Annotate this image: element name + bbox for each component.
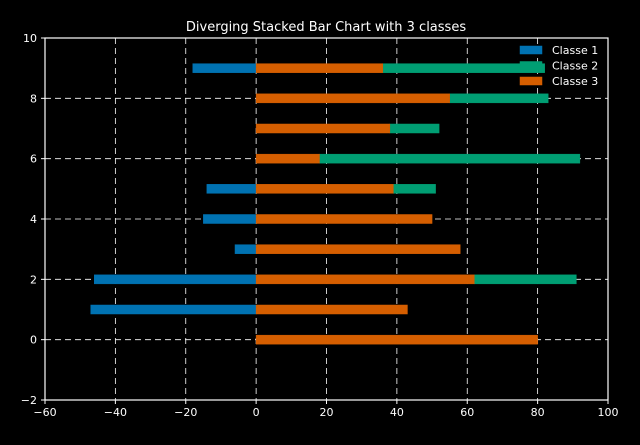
legend-label: Classe 2 bbox=[552, 60, 598, 73]
bar bbox=[255, 304, 408, 315]
bar bbox=[255, 244, 461, 254]
bars bbox=[90, 63, 581, 345]
y-tick-label: −2 bbox=[21, 394, 37, 407]
bar bbox=[389, 123, 440, 134]
legend-label: Classe 1 bbox=[552, 44, 598, 57]
bar bbox=[192, 63, 257, 73]
x-tick-label: 40 bbox=[390, 406, 404, 419]
y-tick-label: 6 bbox=[30, 153, 37, 166]
chart-title: Diverging Stacked Bar Chart with 3 class… bbox=[186, 20, 466, 35]
x-tick-label: 80 bbox=[531, 406, 545, 419]
x-tick-label: 60 bbox=[460, 406, 474, 419]
x-tick-label: 100 bbox=[598, 406, 619, 419]
y-tick-label: 2 bbox=[30, 273, 37, 286]
bar bbox=[206, 184, 257, 194]
bar bbox=[255, 93, 450, 104]
x-tick-label: 0 bbox=[253, 406, 260, 419]
y-tick-label: 8 bbox=[30, 92, 37, 105]
bar bbox=[449, 93, 549, 104]
bar bbox=[94, 274, 257, 285]
bar bbox=[90, 304, 257, 315]
axes bbox=[41, 37, 609, 404]
x-tick-label: −40 bbox=[104, 406, 127, 419]
legend-swatch bbox=[519, 76, 543, 86]
y-tick-label: 0 bbox=[30, 334, 37, 347]
bar bbox=[393, 184, 436, 194]
bar bbox=[255, 123, 391, 134]
legend-swatch bbox=[519, 61, 543, 70]
y-tick-label: 10 bbox=[23, 32, 37, 45]
bar bbox=[319, 153, 581, 164]
x-tick-label: 20 bbox=[320, 406, 334, 419]
legend: Classe 1 Classe 2 Classe 3 bbox=[519, 44, 598, 88]
bar bbox=[255, 63, 384, 73]
x-tick-label: −60 bbox=[33, 406, 56, 419]
bar bbox=[255, 274, 475, 285]
bar bbox=[255, 334, 538, 345]
legend-swatch bbox=[519, 45, 543, 55]
bar bbox=[255, 214, 433, 224]
bar bbox=[255, 153, 320, 164]
x-tick-label: −20 bbox=[174, 406, 197, 419]
bar bbox=[255, 184, 394, 194]
y-tick-label: 4 bbox=[30, 213, 37, 226]
legend-label: Classe 3 bbox=[552, 75, 598, 88]
bar bbox=[474, 274, 577, 285]
bar bbox=[203, 214, 257, 224]
bar bbox=[234, 244, 257, 254]
